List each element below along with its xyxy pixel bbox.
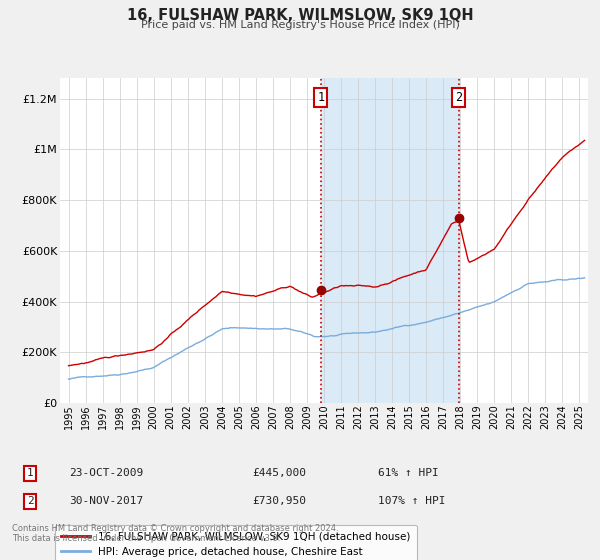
Text: £445,000: £445,000 [252,468,306,478]
Text: 107% ↑ HPI: 107% ↑ HPI [378,496,445,506]
Text: Contains HM Land Registry data © Crown copyright and database right 2024.: Contains HM Land Registry data © Crown c… [12,524,338,533]
Text: £730,950: £730,950 [252,496,306,506]
Text: This data is licensed under the Open Government Licence v3.0.: This data is licensed under the Open Gov… [12,534,280,543]
Text: 61% ↑ HPI: 61% ↑ HPI [378,468,439,478]
Bar [321,78,459,403]
Legend: 16, FULSHAW PARK, WILMSLOW, SK9 1QH (detached house), HPI: Average price, detach: 16, FULSHAW PARK, WILMSLOW, SK9 1QH (det… [55,525,417,560]
Text: 23-OCT-2009: 23-OCT-2009 [69,468,143,478]
Text: 1: 1 [26,468,34,478]
Text: Price paid vs. HM Land Registry's House Price Index (HPI): Price paid vs. HM Land Registry's House … [140,20,460,30]
Text: 1: 1 [317,91,325,104]
Text: 2: 2 [26,496,34,506]
Text: 16, FULSHAW PARK, WILMSLOW, SK9 1QH: 16, FULSHAW PARK, WILMSLOW, SK9 1QH [127,8,473,24]
Text: 30-NOV-2017: 30-NOV-2017 [69,496,143,506]
Text: 2: 2 [455,91,463,104]
